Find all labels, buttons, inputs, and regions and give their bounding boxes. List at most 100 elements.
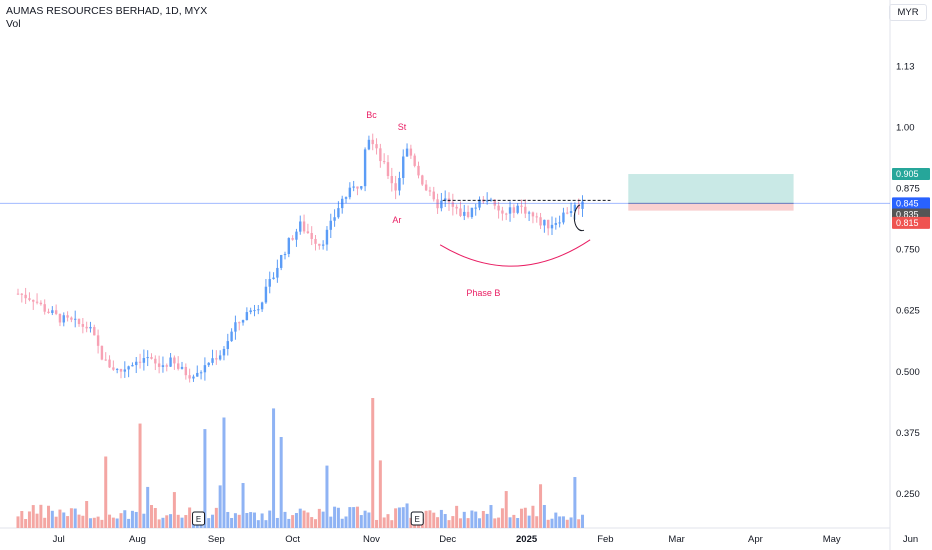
symbol-title: AUMAS RESOURCES BERHAD, 1D, MYX — [6, 5, 208, 17]
volume-bar — [62, 512, 66, 528]
annotations: E E Bc St Ar Phase B — [0, 110, 890, 526]
volume-bar — [211, 514, 215, 528]
candle-body — [306, 231, 310, 234]
candle-body — [527, 212, 531, 214]
volume-bar — [298, 508, 302, 528]
volume-bar — [43, 517, 47, 528]
earnings-label: E — [415, 515, 420, 524]
volume-bar — [291, 515, 295, 528]
volume-bar — [474, 511, 478, 528]
candle-body — [264, 286, 268, 303]
candle-body — [310, 233, 313, 239]
volume-bar — [359, 515, 363, 528]
x-tick-label: Aug — [129, 534, 146, 545]
candle-body — [157, 363, 161, 367]
candle-body — [173, 357, 176, 364]
volume-bar — [20, 511, 24, 528]
volume-bar — [35, 513, 39, 528]
candle-body — [409, 148, 413, 156]
candle-body — [24, 294, 27, 299]
volume-bar — [146, 486, 150, 528]
volume-bar — [436, 517, 440, 528]
volume-bar — [542, 504, 546, 528]
handle-arc — [573, 204, 585, 232]
volume-bar — [432, 512, 436, 528]
volume-bar — [130, 510, 134, 528]
candle-body — [241, 320, 245, 323]
volume-bar — [493, 518, 497, 528]
volume-bar — [554, 512, 558, 528]
volume-bar — [161, 517, 165, 528]
earnings-label: E — [196, 515, 201, 524]
candle-body — [318, 243, 321, 246]
volume-bar — [92, 517, 96, 528]
candle-body — [520, 205, 523, 207]
candle-body — [466, 211, 470, 218]
candle-body — [367, 139, 371, 150]
candle-body — [28, 298, 31, 300]
candle-body — [131, 365, 134, 367]
price-tag-label: 0.845 — [896, 198, 919, 208]
candle-body — [485, 200, 489, 202]
candle-body — [184, 366, 188, 376]
volume-bar — [352, 507, 356, 528]
candle-body — [211, 358, 214, 363]
candle-body — [543, 219, 546, 226]
volume-bar — [535, 516, 539, 528]
volume-bar — [222, 417, 226, 528]
candle-body — [489, 199, 493, 201]
volume-bar — [561, 516, 565, 528]
candle-body — [344, 197, 348, 199]
x-tick-label: Oct — [285, 534, 300, 545]
candle-body — [501, 210, 504, 214]
candle-body — [89, 327, 92, 329]
candle-body — [196, 372, 199, 377]
candle-body — [348, 187, 352, 198]
candle-body — [54, 310, 58, 314]
candle-body — [562, 212, 565, 223]
candle-body — [405, 148, 409, 157]
volume-bar — [363, 510, 367, 528]
y-tick-label: 0.875 — [896, 184, 920, 195]
stop-zone — [628, 203, 794, 211]
candle-body — [16, 293, 20, 295]
candle-body — [432, 191, 435, 200]
volume-bar — [321, 511, 325, 528]
candle-body — [554, 223, 558, 225]
y-tick-label: 1.13 — [896, 62, 915, 73]
volume-bar — [344, 516, 348, 528]
volume-bar — [88, 518, 92, 528]
candle-body — [352, 186, 355, 188]
volume-bar — [207, 518, 211, 528]
candle-body — [398, 177, 401, 191]
grid — [0, 0, 891, 550]
volume-bar — [218, 485, 222, 528]
earnings-icon — [192, 511, 206, 526]
candle-body — [77, 318, 81, 325]
candle-body — [524, 206, 527, 214]
candle-body — [85, 326, 88, 329]
candle-body — [93, 327, 96, 336]
candle-body — [104, 359, 107, 361]
price-tag-label: 0.815 — [896, 218, 919, 228]
price-tag-label: 0.905 — [896, 169, 919, 179]
candle-body — [203, 365, 207, 373]
phase-b-arc — [439, 239, 591, 267]
volume-bar — [367, 512, 371, 528]
candle-body — [276, 267, 279, 278]
candle-body — [558, 222, 561, 224]
volume-bar — [214, 507, 218, 528]
volume-bar — [439, 509, 443, 528]
candle-body — [142, 358, 146, 363]
position-zones — [628, 174, 794, 211]
candle-body — [112, 367, 115, 370]
candle-body — [47, 311, 50, 313]
candle-body — [577, 204, 580, 209]
volume-bar — [268, 510, 272, 528]
candle-body — [386, 162, 390, 177]
volume-bar — [325, 465, 329, 528]
candle-body — [245, 312, 249, 321]
candle-body — [253, 310, 256, 312]
volume-bar — [310, 517, 314, 528]
